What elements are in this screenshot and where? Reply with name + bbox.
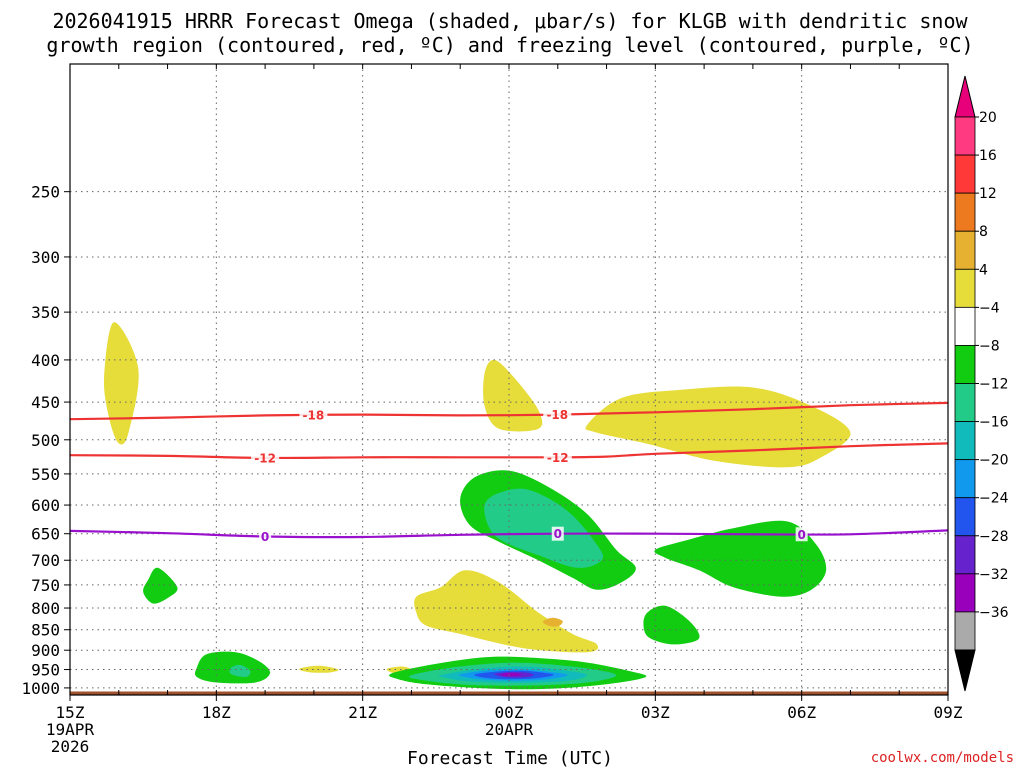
colorbar-swatch-5 bbox=[954, 306, 976, 346]
y-tick-label-800: 800 bbox=[31, 599, 60, 618]
colorbar: 20 16 12 8 4 −4 −8 −12 −16 −20 −24 −28 −32 −36 bbox=[954, 75, 1009, 692]
chart-title-line2: growth region (contoured, red, ºC) and f… bbox=[46, 33, 973, 57]
omega-region-12 bbox=[229, 664, 251, 678]
colorbar-label-5: −4 bbox=[979, 300, 1000, 316]
colorbar-label-3: 8 bbox=[979, 224, 988, 240]
contour-label-bg bbox=[299, 407, 328, 422]
colorbar-swatch-2 bbox=[954, 192, 976, 232]
colorbar-label-11: −28 bbox=[979, 529, 1009, 545]
y-tick-label-650: 650 bbox=[31, 525, 60, 544]
chart-title-line1: 2026041915 HRRR Forecast Omega (shaded, … bbox=[52, 9, 968, 33]
contour-label-bg bbox=[795, 527, 808, 542]
contour-label-bg bbox=[251, 450, 280, 465]
omega-region-13 bbox=[643, 605, 700, 645]
colorbar-label-13: −36 bbox=[979, 605, 1009, 621]
contour-label-freezing-level-0: 0 bbox=[797, 528, 805, 542]
contour-label-dgz-minus18: -18 bbox=[546, 408, 568, 422]
contour-label-freezing-level-0: 0 bbox=[261, 530, 269, 544]
colorbar-swatch-6 bbox=[954, 345, 976, 384]
colorbar-top-triangle bbox=[954, 75, 976, 118]
x-tick-label-09Z: 09Z bbox=[934, 703, 963, 722]
x-tick-label-00Z: 00Z bbox=[495, 703, 524, 722]
colorbar-label-10: −24 bbox=[979, 491, 1009, 507]
y-tick-label-350: 350 bbox=[31, 303, 60, 322]
x-tick-label-2026: 2026 bbox=[51, 737, 90, 756]
omega-region-3 bbox=[414, 570, 599, 653]
colorbar-bottom-triangle bbox=[954, 649, 976, 692]
colorbar-swatch-4 bbox=[954, 268, 976, 308]
colorbar-swatch-10 bbox=[954, 497, 976, 537]
omega-region-20 bbox=[501, 672, 522, 677]
contour-label-freezing-level-0: 0 bbox=[554, 527, 562, 541]
x-tick-label-06Z: 06Z bbox=[787, 703, 816, 722]
y-tick-label-250: 250 bbox=[31, 183, 60, 202]
contour-label-bg bbox=[259, 529, 272, 544]
y-tick-label-600: 600 bbox=[31, 496, 60, 515]
y-axis-ticks: 2503003504004505005506006507007508008509… bbox=[21, 183, 70, 698]
colorbar-swatch-9 bbox=[954, 459, 976, 499]
y-tick-label-850: 850 bbox=[31, 621, 60, 640]
omega-shading bbox=[103, 322, 851, 690]
y-tick-label-450: 450 bbox=[31, 393, 60, 412]
x-tick-label-15Z: 15Z bbox=[56, 703, 85, 722]
omega-region-9 bbox=[654, 520, 827, 597]
colorbar-swatch-13 bbox=[954, 611, 976, 651]
colorbar-label-2: 12 bbox=[979, 186, 997, 202]
x-tick-label-18Z: 18Z bbox=[202, 703, 231, 722]
contour-label-dgz-minus18: -18 bbox=[303, 408, 325, 422]
credit-text: coolwx.com/models bbox=[871, 750, 1014, 766]
colorbar-label-1: 16 bbox=[979, 148, 997, 164]
colorbar-swatch-7 bbox=[954, 383, 976, 422]
colorbar-label-0: 20 bbox=[979, 110, 997, 126]
y-tick-label-300: 300 bbox=[31, 248, 60, 267]
grid-lines bbox=[70, 64, 948, 695]
omega-region-4 bbox=[542, 617, 563, 627]
y-tick-label-750: 750 bbox=[31, 576, 60, 595]
colorbar-swatch-3 bbox=[954, 230, 976, 270]
contour-label-bg bbox=[543, 407, 572, 422]
colorbar-swatch-8 bbox=[954, 421, 976, 461]
x-tick-label-20APR: 20APR bbox=[485, 720, 534, 739]
y-tick-label-400: 400 bbox=[31, 351, 60, 370]
y-tick-label-550: 550 bbox=[31, 465, 60, 484]
contour-label-bg bbox=[551, 526, 564, 541]
x-tick-label-21Z: 21Z bbox=[348, 703, 377, 722]
colorbar-swatch-11 bbox=[954, 535, 976, 575]
omega-region-10 bbox=[143, 567, 178, 604]
omega-region-1 bbox=[483, 359, 543, 432]
colorbar-label-12: −32 bbox=[979, 567, 1009, 583]
contour-dgz-minus18 bbox=[70, 401, 948, 421]
y-tick-label-900: 900 bbox=[31, 641, 60, 660]
contour-label-bg bbox=[543, 450, 572, 465]
contour-label-dgz-minus12: -12 bbox=[254, 451, 276, 465]
contour-labels: -18 -18 -12 -12 0 0 0 bbox=[251, 407, 808, 544]
colorbar-label-9: −20 bbox=[979, 453, 1009, 469]
colorbar-label-8: −16 bbox=[979, 415, 1009, 431]
colorbar-swatch-1 bbox=[954, 154, 976, 194]
y-tick-label-950: 950 bbox=[31, 661, 60, 680]
x-tick-label-19APR: 19APR bbox=[46, 720, 95, 739]
x-tick-label-03Z: 03Z bbox=[641, 703, 670, 722]
colorbar-label-7: −12 bbox=[979, 377, 1009, 393]
contour-label-dgz-minus12: -12 bbox=[547, 451, 569, 465]
colorbar-swatch-0 bbox=[954, 116, 976, 156]
colorbar-label-4: 4 bbox=[979, 262, 988, 278]
y-tick-label-1000: 1000 bbox=[21, 679, 60, 698]
y-tick-label-700: 700 bbox=[31, 551, 60, 570]
colorbar-label-6: −8 bbox=[979, 338, 1000, 354]
omega-region-2 bbox=[585, 386, 851, 468]
x-axis-label: Forecast Time (UTC) bbox=[407, 748, 613, 768]
colorbar-swatch-12 bbox=[954, 573, 976, 613]
omega-region-8 bbox=[484, 488, 604, 568]
y-tick-label-500: 500 bbox=[31, 431, 60, 450]
omega-region-0 bbox=[103, 322, 139, 445]
